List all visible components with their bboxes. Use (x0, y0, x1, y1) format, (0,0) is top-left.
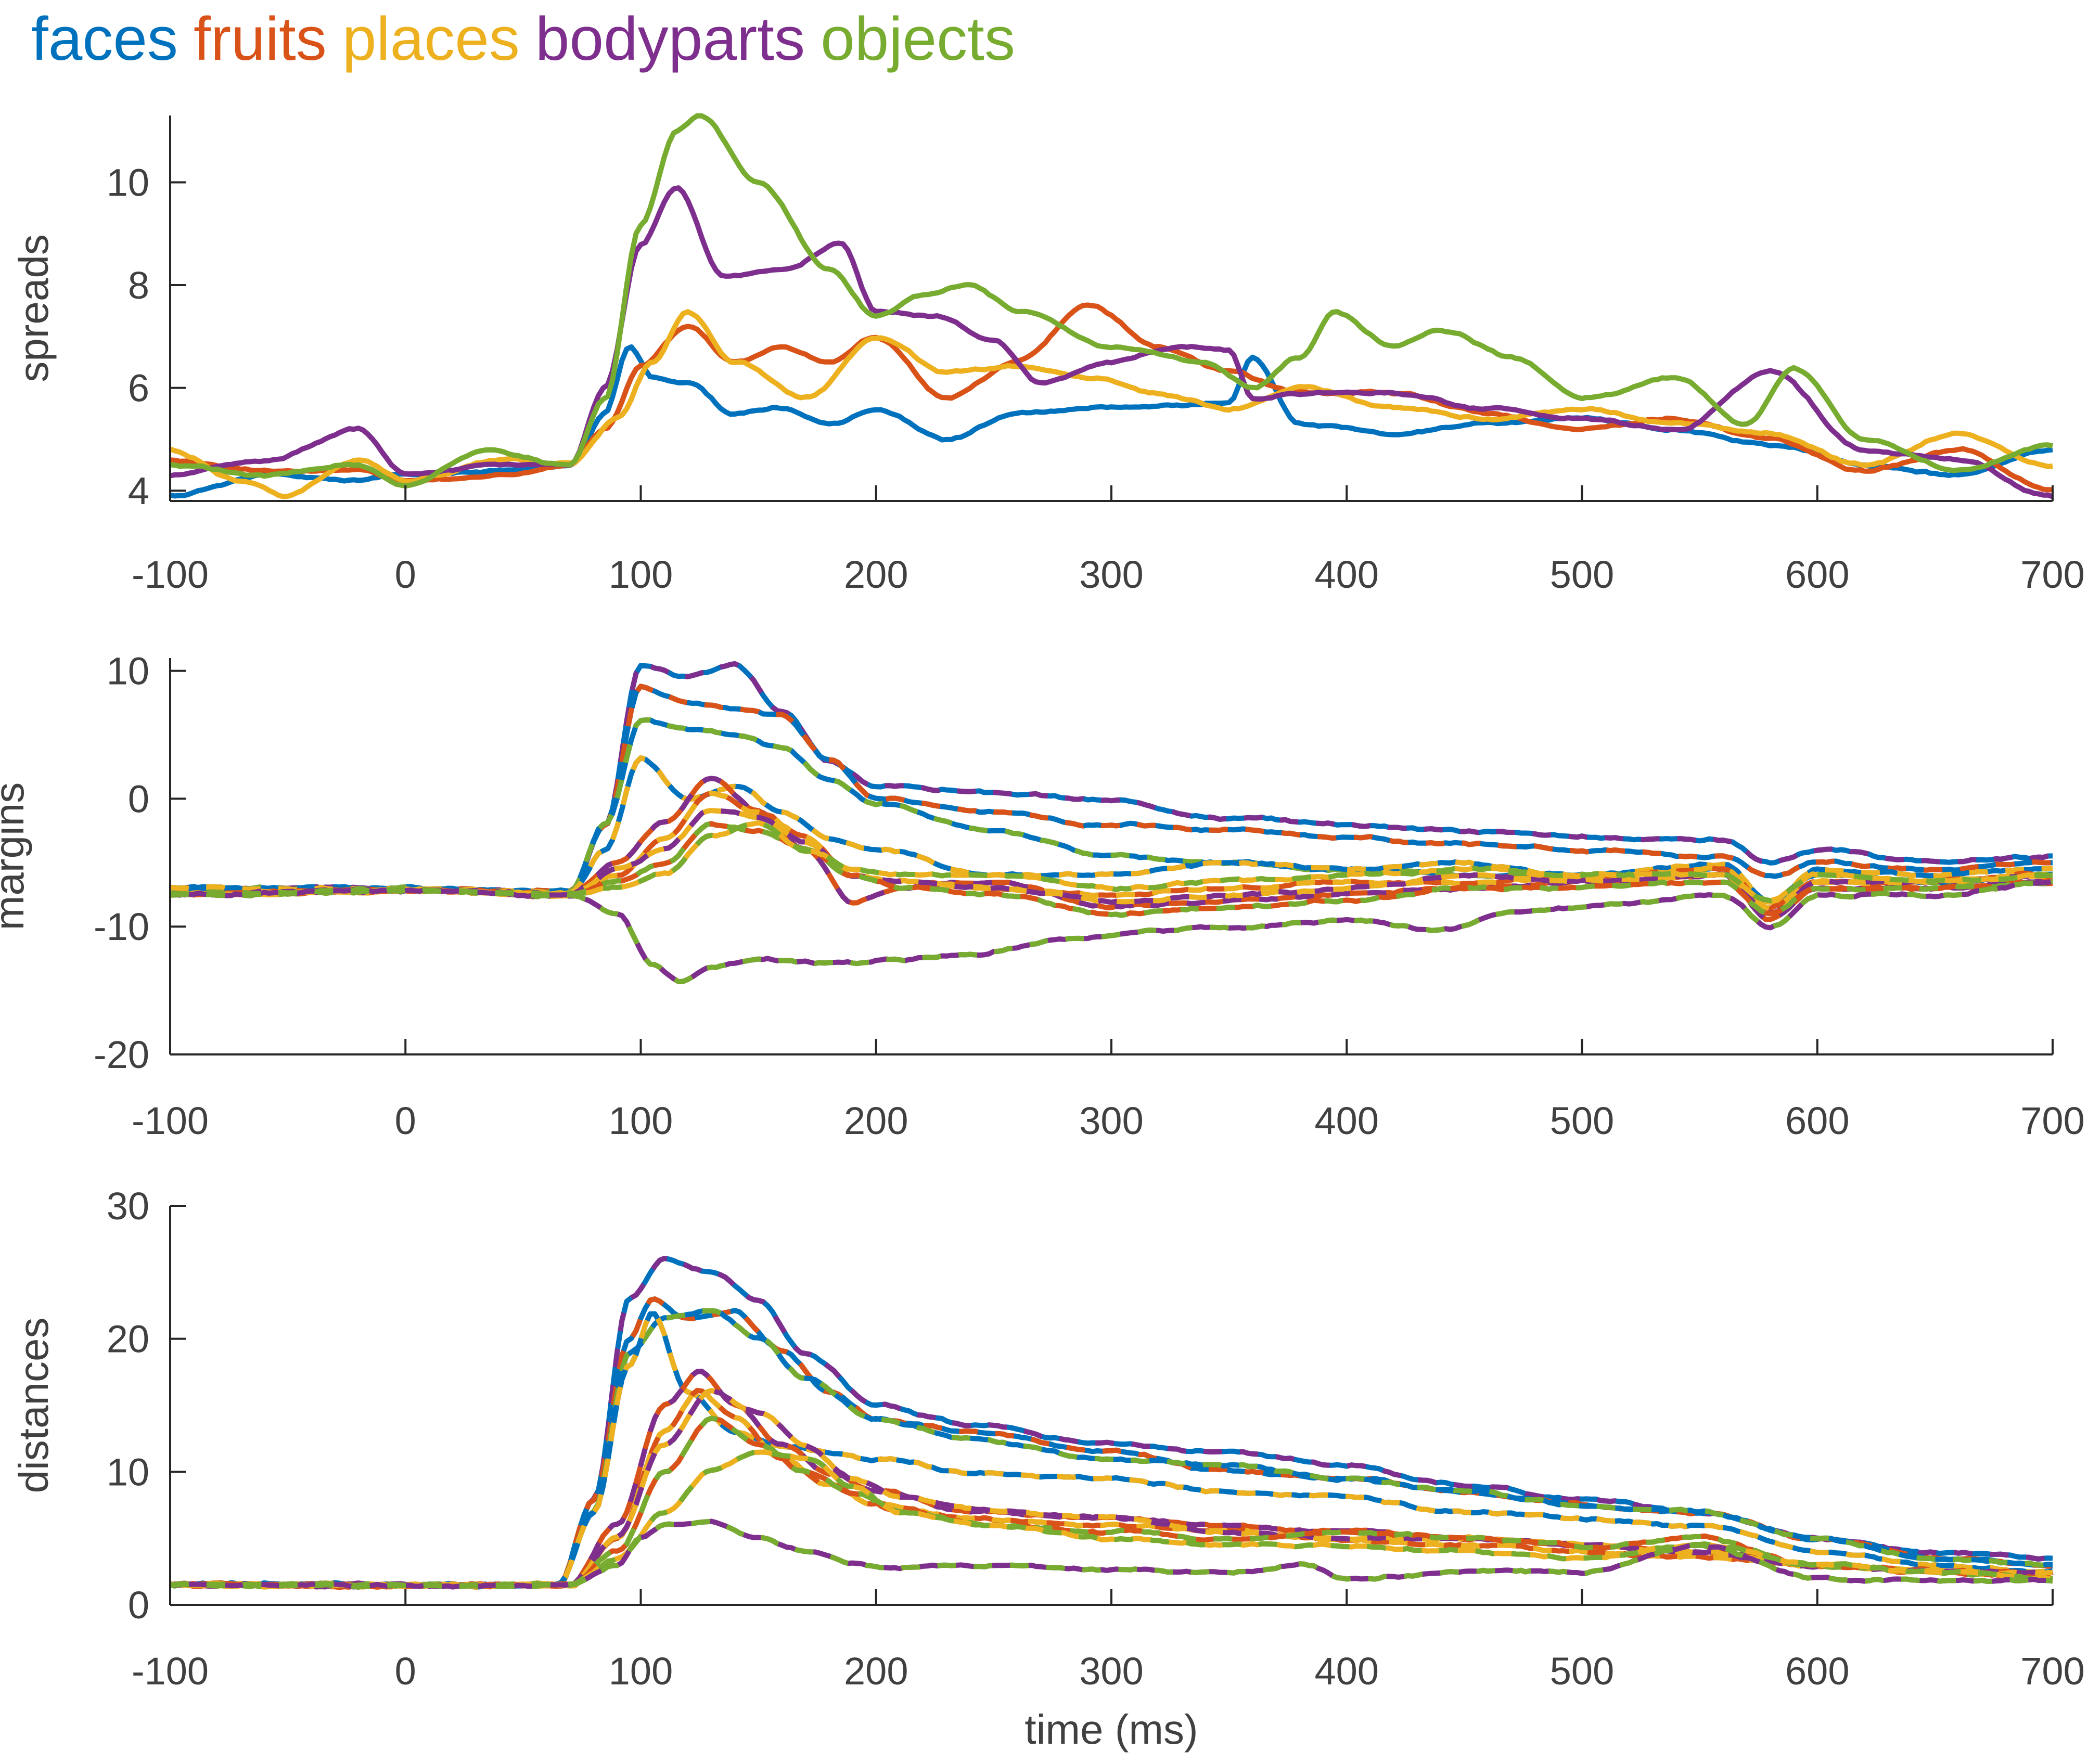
y-tick-label: 0 (128, 1583, 149, 1627)
series-group (170, 113, 2054, 499)
x-tick-label: -100 (132, 553, 209, 596)
x-tick-label: 0 (395, 1650, 416, 1693)
series-dash-faces-vs-fruits (170, 684, 2053, 895)
x-tick-label: 100 (609, 1099, 673, 1142)
x-tick-label: 400 (1315, 1099, 1379, 1142)
x-tick-label: 700 (2020, 1650, 2084, 1693)
y-tick-label: 4 (128, 469, 149, 512)
x-tick-label: 100 (609, 553, 673, 596)
x-tick-label: 200 (844, 553, 908, 596)
legend: faces fruits places bodyparts objects (31, 0, 1015, 78)
y-axis-label: margins (0, 782, 32, 931)
legend-item-fruits: fruits (194, 5, 327, 73)
x-axis-label: time (ms) (1024, 1706, 1198, 1753)
legend-item-places: places (342, 5, 520, 73)
series-line-fruits (170, 302, 2053, 493)
series-dash-bodyparts-vs-objects (170, 1518, 2053, 1590)
series-dash-places-vs-bodyparts (170, 808, 2053, 916)
y-tick-label: 10 (107, 161, 149, 204)
x-tick-label: -100 (132, 1650, 209, 1693)
x-tick-label: -100 (132, 1099, 209, 1142)
y-axis-label: spreads (10, 234, 57, 382)
series-dash-faces-vs-fruits (170, 1296, 2053, 1589)
x-tick-label: 100 (609, 1650, 673, 1693)
series-dash-fruits-vs-places (170, 1387, 2053, 1590)
x-tick-label: 400 (1315, 1650, 1379, 1693)
y-tick-label: 6 (128, 367, 149, 410)
series-line-objects (170, 113, 2054, 489)
series-dash-faces-vs-places (170, 755, 2053, 905)
x-tick-label: 700 (2020, 1099, 2084, 1142)
y-tick-label: 10 (107, 1450, 149, 1493)
legend-item-bodyparts: bodyparts (535, 5, 805, 73)
x-tick-label: 600 (1785, 1650, 1849, 1693)
distances-panel: -100 0 100 200 300 400 500 600 700 0 10 20 30 distanc… (10, 1184, 2085, 1753)
x-tick-label: 500 (1550, 553, 1614, 596)
x-tick-label: 300 (1079, 1099, 1143, 1142)
x-tick-label: 600 (1785, 553, 1849, 596)
series-dash-fruits-vs-objects (170, 1415, 2053, 1590)
series-dash-places-vs-objects (170, 820, 2053, 904)
series-dash-places-vs-objects (170, 1449, 2053, 1589)
x-tick-label: 500 (1550, 1099, 1614, 1142)
series-dash-faces-vs-objects (170, 1308, 2053, 1589)
spreads-panel: -100 0 100 200 300 400 500 600 700 4 6 8 10 spreads (10, 113, 2085, 596)
series-group (170, 661, 2054, 984)
series-dash-faces-vs-places (170, 1311, 2054, 1590)
series-group (170, 1256, 2054, 1590)
x-tick-label: 0 (395, 1099, 416, 1142)
x-tick-label: 200 (844, 1099, 908, 1142)
y-tick-label: -10 (94, 905, 149, 948)
y-tick-label: 30 (107, 1184, 149, 1228)
margins-panel: -100 0 100 200 300 400 500 600 700-20-10010margi… (0, 650, 2085, 1142)
series-dash-faces-vs-bodyparts (170, 661, 2053, 896)
series-line-faces-vs-places (170, 755, 2053, 905)
series-dash-faces-vs-bodyparts (170, 1256, 2053, 1590)
x-tick-label: 600 (1785, 1099, 1849, 1142)
y-tick-label: 20 (107, 1318, 149, 1361)
series-line-bodyparts (170, 185, 2054, 499)
x-tick-label: 700 (2020, 553, 2084, 596)
legend-item-faces: faces (31, 5, 178, 73)
y-axis-label: distances (10, 1318, 57, 1493)
x-tick-label: 200 (844, 1650, 908, 1693)
y-tick-label: 10 (107, 650, 149, 693)
series-line-faces (170, 344, 2053, 499)
x-tick-label: 300 (1079, 1650, 1143, 1693)
y-tick-label: -20 (94, 1033, 149, 1076)
legend-item-objects: objects (821, 5, 1015, 73)
series-dash-bodyparts-vs-objects (170, 879, 2054, 984)
series-dash-fruits-vs-objects (170, 821, 2053, 918)
x-tick-label: 0 (395, 553, 416, 596)
x-tick-label: 300 (1079, 553, 1143, 596)
series-line-faces-vs-bodyparts (170, 661, 2053, 896)
x-tick-label: 400 (1315, 553, 1379, 596)
y-tick-label: 0 (128, 777, 149, 820)
x-tick-label: 500 (1550, 1650, 1614, 1693)
y-tick-label: 8 (128, 264, 149, 307)
series-dash-fruits-vs-places (170, 790, 2053, 911)
